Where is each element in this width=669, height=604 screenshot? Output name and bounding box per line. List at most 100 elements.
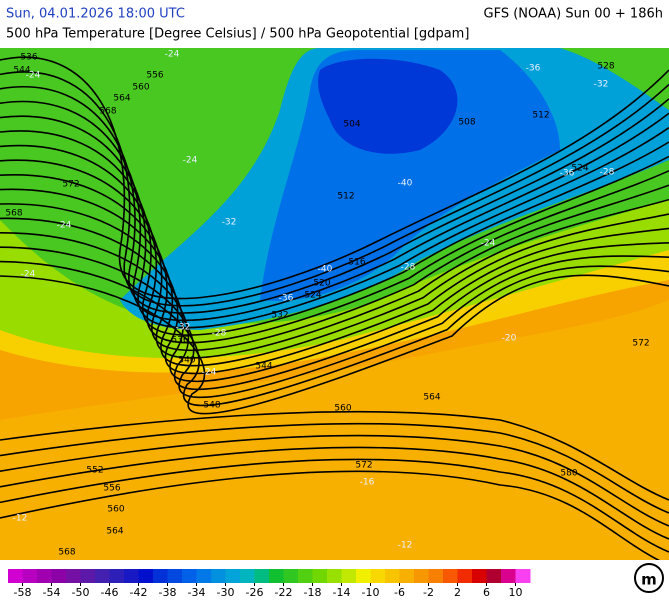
colorbar-tick-label: -46 <box>101 586 119 599</box>
contour-line <box>0 246 669 399</box>
geopotential-label: 524 <box>304 291 321 301</box>
colorbar-swatch <box>109 569 125 583</box>
contour-line <box>0 422 669 514</box>
geopotential-label: 536 <box>20 53 37 63</box>
temperature-label: -36 <box>279 294 294 304</box>
geopotential-label: 544 <box>13 66 30 76</box>
colorbar-tick-label: -10 <box>362 586 380 599</box>
contour-line <box>0 410 669 501</box>
colorbar-swatch <box>515 569 531 583</box>
colorbar-swatch <box>225 569 241 583</box>
colorbar-swatch <box>472 569 487 583</box>
model: GFS (NOAA) Sun 00 + 186h <box>484 7 663 22</box>
colorbar-swatch <box>327 569 342 583</box>
datetime: Sun, 04.01.2026 18:00 UTC <box>6 7 185 22</box>
temperature-label: -36 <box>560 169 575 179</box>
colorbar-swatch <box>66 569 81 583</box>
colorbar-swatch <box>428 569 444 583</box>
temperature-label: -24 <box>183 156 198 166</box>
colorbar-tick-label: -14 <box>333 586 351 599</box>
colorbar-swatch <box>196 569 212 583</box>
geopotential-label: 544 <box>255 362 272 372</box>
colorbar-tick-label: -38 <box>159 586 177 599</box>
colorbar-swatch <box>399 569 415 583</box>
colorbar-swatch <box>443 569 458 583</box>
contour-line <box>0 86 669 314</box>
contour-line <box>0 274 669 415</box>
contour-line <box>0 144 669 344</box>
colorbar-swatch <box>269 569 284 583</box>
contour-line <box>0 71 669 307</box>
geopotential-label: 560 <box>107 505 124 515</box>
colorbar-tick-label: -50 <box>72 586 90 599</box>
temperature-label: -12 <box>398 541 413 551</box>
geopotential-label: 556 <box>103 484 120 494</box>
contour-line <box>0 100 669 322</box>
geopotential-label: 568 <box>58 548 75 558</box>
geopotential-label: 520 <box>313 279 330 289</box>
temperature-label: -24 <box>481 239 496 249</box>
geopotential-label: 532 <box>271 311 288 321</box>
temperature-label: -16 <box>360 478 375 488</box>
temp-field <box>318 58 458 154</box>
geopotential-label: 568 <box>5 209 22 219</box>
colorbar-tick-label: -58 <box>14 586 32 599</box>
contour-line <box>0 203 669 375</box>
geopotential-label: 564 <box>106 527 123 537</box>
temp-field <box>0 300 669 560</box>
contour-line <box>0 174 669 359</box>
temperature-label: -36 <box>526 64 541 74</box>
colorbar-tick-label: -22 <box>275 586 293 599</box>
colorbar-tick-label: 10 <box>509 586 523 599</box>
geopotential-label: 540 <box>178 356 195 366</box>
geopotential-label: 564 <box>423 393 440 403</box>
geopotential-label: 512 <box>337 192 354 202</box>
contour-line <box>0 260 669 407</box>
colorbar-tick-label: -6 <box>394 586 405 599</box>
colorbar-swatch <box>298 569 313 583</box>
temperature-label: -12 <box>13 514 28 524</box>
colorbar-swatch <box>457 569 473 583</box>
geopotential-label: 560 <box>334 404 351 414</box>
colorbar-swatch <box>95 569 110 583</box>
map <box>0 48 669 560</box>
geopotential-label: 552 <box>86 466 103 476</box>
temperature-label: -20 <box>502 334 517 344</box>
colorbar-swatch <box>385 569 400 583</box>
colorbar-tick-label: -30 <box>217 586 235 599</box>
geopotential-label: 508 <box>458 118 475 128</box>
colorbar-swatch <box>37 569 52 583</box>
geopotential-label: 512 <box>532 111 549 121</box>
temperature-label: -24 <box>26 71 41 81</box>
colorbar-swatch <box>240 569 255 583</box>
geopotential-label: 536 <box>171 336 188 346</box>
geopotential-label: 572 <box>355 461 372 471</box>
svg-text:m: m <box>641 571 657 589</box>
temperature-label: -40 <box>318 265 333 275</box>
contour-line <box>0 470 660 560</box>
colorbar-swatch <box>414 569 429 583</box>
colorbar-swatch <box>8 569 23 583</box>
geopotential-label: 548 <box>203 401 220 411</box>
temperature-label: -28 <box>401 263 416 273</box>
geopotential-label: 564 <box>113 94 130 104</box>
geopotential-label: 528 <box>597 62 614 72</box>
contour-line <box>0 446 669 540</box>
colorbar-swatch <box>370 569 386 583</box>
colorbar-swatch <box>124 569 139 583</box>
contour-line <box>0 231 669 391</box>
colorbar-swatch <box>80 569 96 583</box>
colorbar-tick-label: -42 <box>130 586 148 599</box>
temperature-label: -32 <box>594 80 609 90</box>
colorbar: -58 -54 -50 -46 -42 -38 -34 -30 -26 -22 -18 -14 -10-… <box>8 569 531 599</box>
temperature-label: -24 <box>165 50 180 60</box>
temperature-label: -40 <box>398 179 413 189</box>
colorbar-tick-label: 6 <box>483 586 490 599</box>
temperature-label: -28 <box>600 168 615 178</box>
geopotential-label: 580 <box>560 469 577 479</box>
geopotential-label: 572 <box>62 180 79 190</box>
logo: m <box>634 563 664 593</box>
colorbar-tick-label: 2 <box>454 586 461 599</box>
colorbar-swatch <box>153 569 168 583</box>
